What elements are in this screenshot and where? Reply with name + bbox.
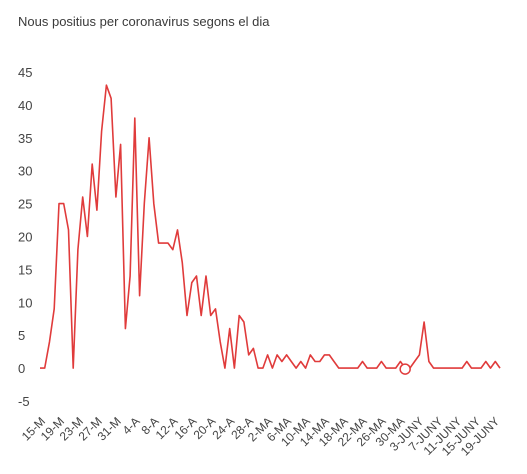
y-tick-label: 5: [18, 328, 25, 343]
y-tick-label: 20: [18, 230, 32, 245]
series-line: [40, 84, 501, 369]
y-tick-label: -5: [18, 394, 30, 409]
y-tick-label: 45: [18, 65, 32, 80]
y-tick-label: 30: [18, 164, 32, 179]
y-axis: 45 40 35 30 25 20 15 10 5 0 -5: [18, 65, 32, 409]
chart-title: Nous positius per coronavirus segons el …: [18, 14, 270, 29]
y-tick-label: 25: [18, 197, 32, 212]
y-tick-label: 35: [18, 131, 32, 146]
highlight-point[interactable]: [399, 363, 411, 375]
y-tick-label: 15: [18, 262, 32, 277]
y-tick-label: 10: [18, 295, 32, 310]
y-tick-label: 40: [18, 98, 32, 113]
x-axis: 15-M19-M23-M27-M31-M4-A8-A12-A16-A20-A24…: [19, 414, 502, 458]
series-layer: [40, 84, 501, 375]
y-tick-label: 0: [18, 361, 25, 376]
